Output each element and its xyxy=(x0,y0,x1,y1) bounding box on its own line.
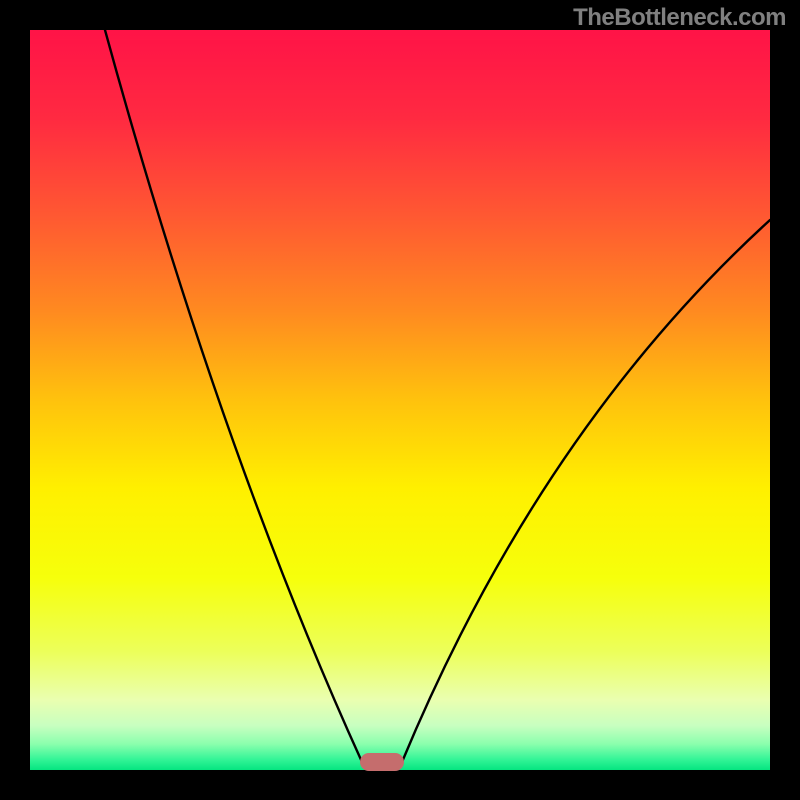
bottleneck-curve xyxy=(30,30,770,770)
curve-right-branch xyxy=(402,220,770,762)
plot-area xyxy=(30,30,770,770)
curve-left-branch xyxy=(105,30,362,762)
outer-frame: TheBottleneck.com xyxy=(0,0,800,800)
watermark-text: TheBottleneck.com xyxy=(573,4,786,32)
minimum-marker xyxy=(360,753,404,771)
